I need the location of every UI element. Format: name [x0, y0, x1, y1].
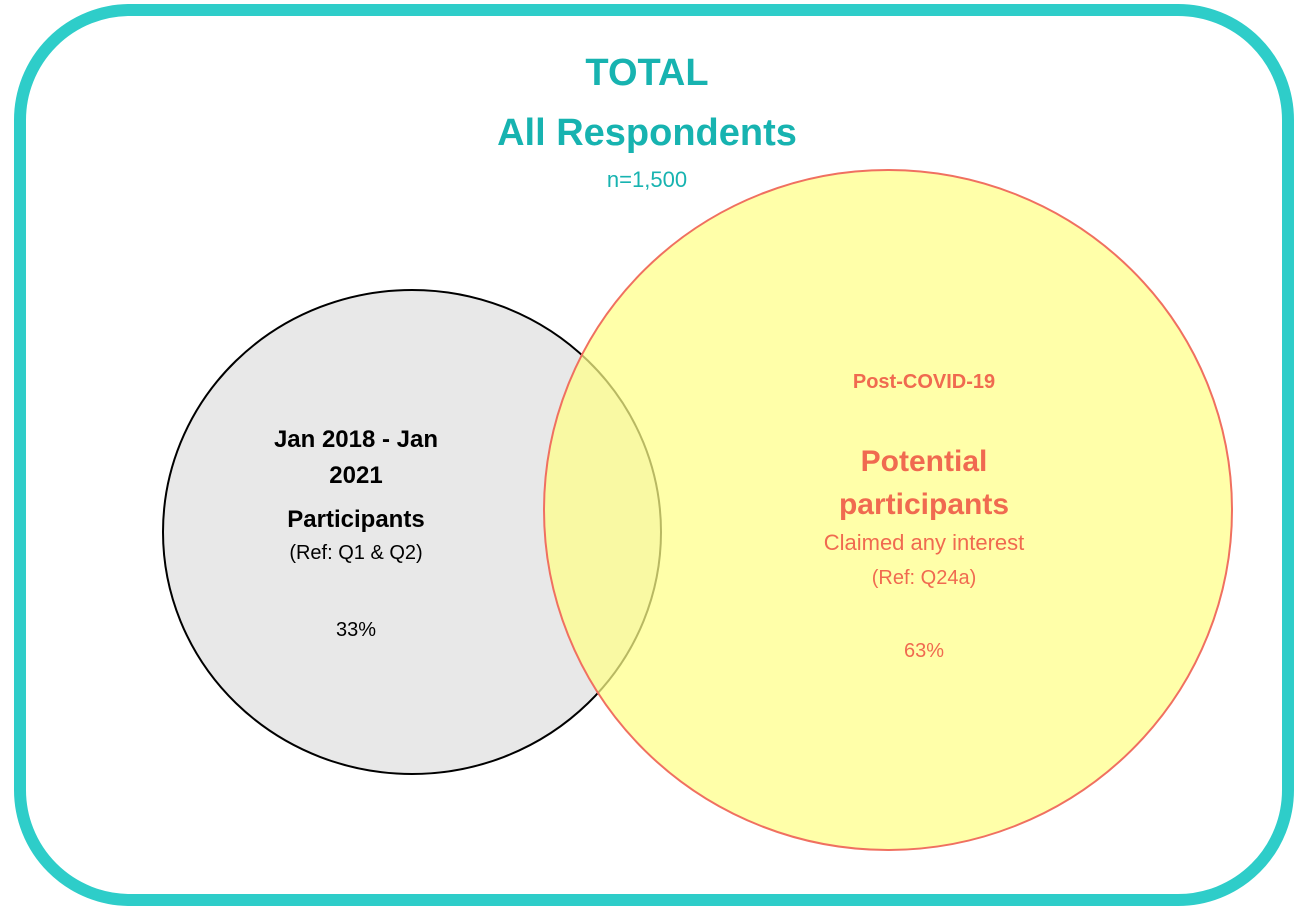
set-label: Participants: [287, 506, 425, 533]
potential-circle: [543, 169, 1233, 851]
subtitle: All Respondents: [497, 112, 797, 154]
set-share: 63%: [903, 640, 945, 662]
set-label: Potential participants: [838, 445, 1010, 521]
set-ref: (Ref: Q1 & Q2): [289, 542, 423, 564]
set-period: Jan 2018 - Jan 2021: [273, 426, 439, 489]
set-share: 33%: [335, 619, 377, 641]
set-description: Claimed any interest: [823, 530, 1025, 555]
set-period: Post-COVID-19: [852, 371, 996, 393]
set-ref: (Ref: Q24a): [871, 567, 977, 589]
title: TOTAL: [585, 52, 709, 94]
base: n=1,500: [606, 167, 688, 192]
